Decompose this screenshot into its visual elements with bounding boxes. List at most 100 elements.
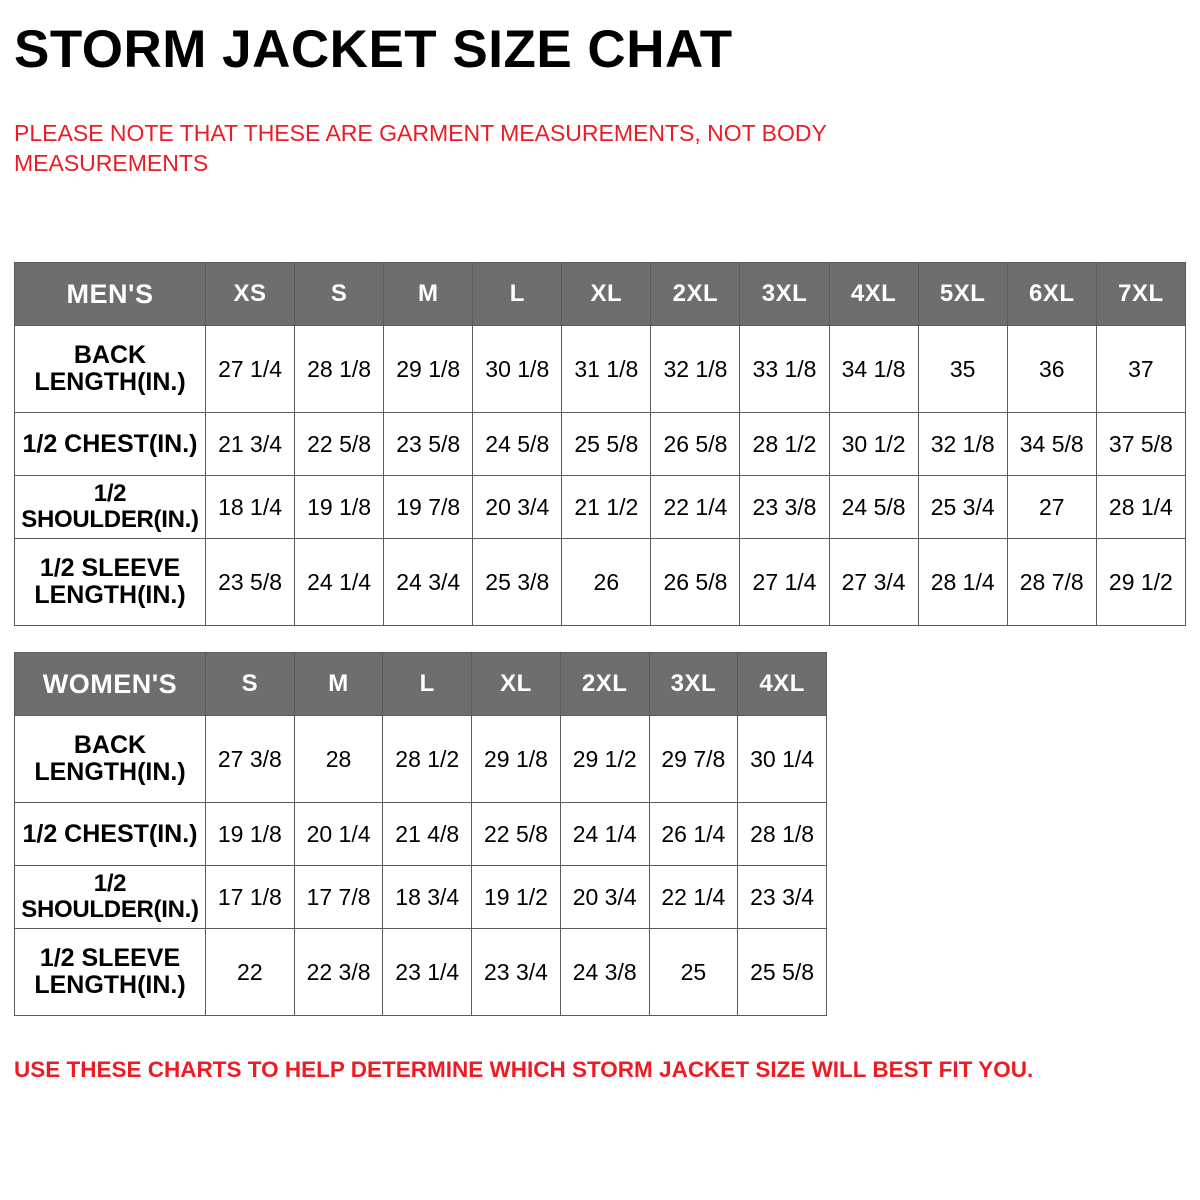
womens-row-label-half-sleeve-length: 1/2 SLEEVE LENGTH(IN.) [14,928,206,1016]
mens-back-length-5xl: 35 [917,325,1008,413]
mens-col-header-6xl: 6XL [1006,262,1097,326]
mens-table-head: MEN'S XS S M L XL 2XL 3XL 4XL 5XL 6XL 7X… [14,262,1187,326]
womens-back-length-m: 28 [293,715,384,803]
womens-half-sleeve-xl: 23 3/4 [471,928,561,1016]
mens-row-label-half-chest: 1/2 CHEST(IN.) [14,412,206,476]
mens-back-length-m: 29 1/8 [383,325,474,413]
mens-half-shoulder-3xl: 23 3/8 [739,475,830,539]
mens-col-header-s: S [294,262,385,326]
mens-table-body: BACK LENGTH(IN.) 27 1/4 28 1/8 29 1/8 30… [14,325,1187,626]
womens-back-length-l: 28 1/2 [382,715,473,803]
mens-back-length-xl: 31 1/8 [561,325,652,413]
womens-back-length-3xl: 29 7/8 [648,715,739,803]
mens-half-sleeve-l: 25 3/8 [472,538,563,626]
mens-back-length-xs: 27 1/4 [204,325,296,413]
mens-half-sleeve-s: 24 1/4 [294,538,385,626]
mens-half-sleeve-3xl: 27 1/4 [739,538,830,626]
mens-half-sleeve-6xl: 28 7/8 [1006,538,1097,626]
mens-row-label-half-sleeve-length: 1/2 SLEEVE LENGTH(IN.) [14,538,206,626]
page-title: STORM JACKET SIZE CHAT [14,20,733,79]
womens-half-sleeve-4xl: 25 5/8 [737,928,827,1016]
womens-back-length-2xl: 29 1/2 [559,715,650,803]
mens-row-label-half-shoulder: 1/2 SHOULDER(IN.) [14,475,206,539]
womens-half-shoulder-s: 17 1/8 [205,865,295,929]
womens-row-label-back-length: BACK LENGTH(IN.) [14,715,206,803]
mens-half-sleeve-m: 24 3/4 [383,538,474,626]
mens-half-chest-xs: 21 3/4 [204,412,296,476]
mens-col-header-xs: XS [204,262,296,326]
womens-table-body: BACK LENGTH(IN.) 27 3/8 28 28 1/2 29 1/8… [14,715,827,1016]
mens-row-label-back-length: BACK LENGTH(IN.) [14,325,206,413]
womens-half-sleeve-l: 23 1/4 [382,928,473,1016]
mens-half-chest-4xl: 30 1/2 [828,412,919,476]
womens-row-label-half-shoulder: 1/2 SHOULDER(IN.) [14,865,206,929]
mens-half-chest-s: 22 5/8 [294,412,385,476]
womens-col-header-4xl: 4XL [737,652,827,716]
mens-col-header-3xl: 3XL [739,262,830,326]
mens-half-shoulder-5xl: 25 3/4 [917,475,1008,539]
mens-back-length-s: 28 1/8 [294,325,385,413]
womens-col-header-m: M [293,652,384,716]
womens-col-header-s: S [205,652,295,716]
mens-col-header-xl: XL [561,262,652,326]
womens-half-chest-3xl: 26 1/4 [648,802,739,866]
womens-half-shoulder-m: 17 7/8 [293,865,384,929]
womens-col-header-xl: XL [471,652,561,716]
mens-col-header-l: L [472,262,563,326]
womens-half-sleeve-m: 22 3/8 [293,928,384,1016]
womens-half-shoulder-xl: 19 1/2 [471,865,561,929]
womens-half-chest-s: 19 1/8 [205,802,295,866]
mens-back-length-2xl: 32 1/8 [650,325,741,413]
mens-half-shoulder-xs: 18 1/4 [204,475,296,539]
womens-half-shoulder-2xl: 20 3/4 [559,865,650,929]
size-selection-note: USE THESE CHARTS TO HELP DETERMINE WHICH… [14,1057,1034,1082]
womens-half-sleeve-2xl: 24 3/8 [559,928,650,1016]
table-row: 1/2 SHOULDER(IN.) 18 1/4 19 1/8 19 7/8 2… [14,475,1187,539]
mens-half-sleeve-xs: 23 5/8 [204,538,296,626]
mens-half-shoulder-m: 19 7/8 [383,475,474,539]
womens-size-table: WOMEN'S S M L XL 2XL 3XL 4XL BACK LENGTH… [14,652,827,1016]
womens-half-chest-2xl: 24 1/4 [559,802,650,866]
womens-header-row: WOMEN'S S M L XL 2XL 3XL 4XL [14,652,827,716]
mens-half-shoulder-xl: 21 1/2 [561,475,652,539]
table-row: BACK LENGTH(IN.) 27 3/8 28 28 1/2 29 1/8… [14,715,827,803]
mens-col-header-2xl: 2XL [650,262,741,326]
womens-corner-header: WOMEN'S [14,652,206,716]
garment-measurement-note: PLEASE NOTE THAT THESE ARE GARMENT MEASU… [14,120,827,177]
mens-half-sleeve-2xl: 26 5/8 [650,538,741,626]
womens-half-shoulder-l: 18 3/4 [382,865,473,929]
mens-half-sleeve-4xl: 27 3/4 [828,538,919,626]
mens-half-shoulder-s: 19 1/8 [294,475,385,539]
mens-corner-header: MEN'S [14,262,206,326]
womens-back-length-s: 27 3/8 [205,715,295,803]
mens-back-length-3xl: 33 1/8 [739,325,830,413]
mens-half-shoulder-2xl: 22 1/4 [650,475,741,539]
womens-col-header-3xl: 3XL [648,652,739,716]
mens-half-shoulder-4xl: 24 5/8 [828,475,919,539]
table-row: 1/2 SLEEVE LENGTH(IN.) 22 22 3/8 23 1/4 … [14,928,827,1016]
mens-col-header-5xl: 5XL [917,262,1008,326]
womens-col-header-2xl: 2XL [559,652,650,716]
mens-half-shoulder-6xl: 27 [1006,475,1097,539]
mens-header-row: MEN'S XS S M L XL 2XL 3XL 4XL 5XL 6XL 7X… [14,262,1187,326]
table-row: BACK LENGTH(IN.) 27 1/4 28 1/8 29 1/8 30… [14,325,1187,413]
mens-size-table: MEN'S XS S M L XL 2XL 3XL 4XL 5XL 6XL 7X… [14,262,1187,626]
mens-half-sleeve-xl: 26 [561,538,652,626]
mens-half-shoulder-7xl: 28 1/4 [1095,475,1187,539]
mens-half-sleeve-5xl: 28 1/4 [917,538,1008,626]
womens-table-head: WOMEN'S S M L XL 2XL 3XL 4XL [14,652,827,716]
womens-half-shoulder-3xl: 22 1/4 [648,865,739,929]
mens-half-chest-l: 24 5/8 [472,412,563,476]
table-row: 1/2 CHEST(IN.) 21 3/4 22 5/8 23 5/8 24 5… [14,412,1187,476]
womens-half-shoulder-4xl: 23 3/4 [737,865,827,929]
mens-back-length-4xl: 34 1/8 [828,325,919,413]
womens-half-chest-4xl: 28 1/8 [737,802,827,866]
mens-back-length-l: 30 1/8 [472,325,563,413]
mens-half-chest-2xl: 26 5/8 [650,412,741,476]
womens-back-length-4xl: 30 1/4 [737,715,827,803]
mens-half-shoulder-l: 20 3/4 [472,475,563,539]
womens-half-sleeve-s: 22 [205,928,295,1016]
table-row: 1/2 SHOULDER(IN.) 17 1/8 17 7/8 18 3/4 1… [14,865,827,929]
mens-back-length-6xl: 36 [1006,325,1097,413]
womens-back-length-xl: 29 1/8 [471,715,561,803]
